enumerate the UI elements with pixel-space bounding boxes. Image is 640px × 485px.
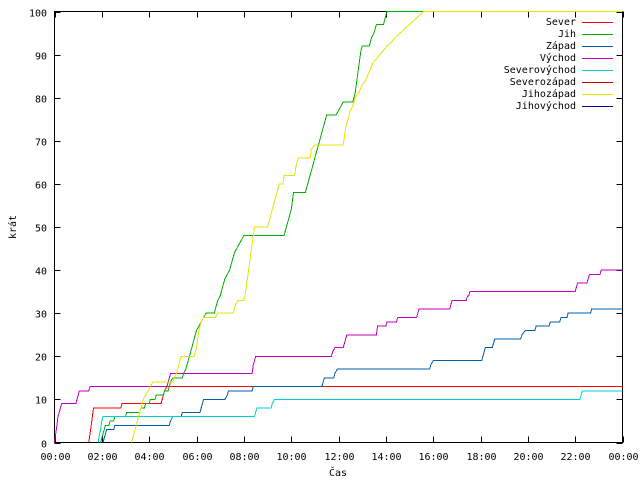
legend-label: Severovýchod [504,64,576,76]
legend-label: Jih [558,29,576,40]
x-tick-label: 18:00 [466,452,496,463]
y-tick-label: 40 [35,267,47,278]
x-tick-label: 00:00 [608,452,638,463]
x-tick-label: 16:00 [418,452,448,463]
x-tick-label: 10:00 [276,452,306,463]
legend-label: Západ [546,40,576,52]
x-tick-label: 04:00 [134,452,164,463]
series-line-sever [88,386,623,443]
x-tick-label: 00:00 [40,452,70,463]
x-tick-label: 02:00 [87,452,117,463]
x-tick-label: 12:00 [324,452,354,463]
legend-label: Sever [546,17,576,28]
y-tick-label: 10 [35,396,47,407]
series-line-západ [102,308,623,443]
x-tick-label: 22:00 [560,452,590,463]
y-tick-label: 50 [35,224,47,235]
y-tick-label: 30 [35,310,47,321]
x-tick-label: 20:00 [513,452,543,463]
x-tick-label: 06:00 [182,452,212,463]
axis-ticks: 00:00 02:00 04:00 06:00 08:00 10:00 12:00 14:00… [29,9,639,464]
y-tick-label: 80 [35,95,47,106]
y-tick-label: 60 [35,181,47,192]
legend-label: Severozápad [510,76,576,88]
x-tick-label: 14:00 [371,452,401,463]
series-line-jih [100,11,623,443]
series-line-jihozápad [130,11,623,443]
legend: SeverJihZápadVýchodSeverovýchodSeverozáp… [504,17,613,112]
series-lines [54,11,623,443]
y-tick-label: 100 [29,9,47,20]
series-line-východ [54,269,623,443]
y-tick-label: 20 [35,353,47,364]
legend-label: Východ [540,52,576,64]
y-tick-label: 70 [35,138,47,149]
x-tick-label: 08:00 [229,452,259,463]
y-axis-label: krát [7,215,19,239]
series-line-severovýchod [97,390,623,443]
legend-label: Jihozápad [522,88,576,100]
y-tick-label: 90 [35,52,47,63]
legend-label: Jihovýchod [516,100,576,112]
y-tick-label: 0 [41,440,47,451]
x-axis-label: Čas [329,466,347,479]
